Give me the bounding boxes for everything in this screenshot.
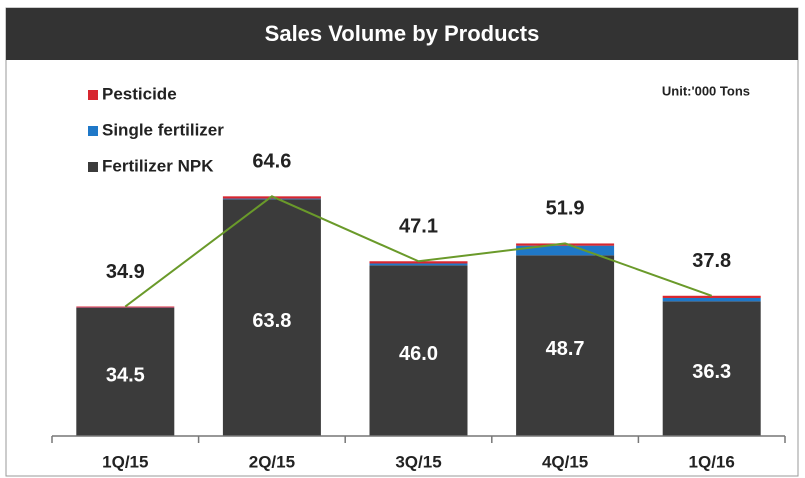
x-tick-label: 2Q/15 [249, 452, 295, 471]
bar-segment [516, 245, 615, 256]
bar-segment [369, 265, 468, 436]
total-label: 34.9 [106, 261, 145, 283]
bar-segment [222, 198, 321, 200]
total-label: 37.8 [692, 250, 731, 272]
total-line [124, 195, 713, 308]
bar-value-label: 63.8 [252, 310, 291, 332]
x-tick-label: 1Q/16 [689, 452, 735, 471]
bar-value-label: 48.7 [546, 338, 585, 360]
bar-segment [369, 263, 468, 266]
unit-label: Unit:'000 Tons [662, 83, 750, 98]
total-label: 47.1 [399, 216, 438, 238]
bar-segment [516, 255, 615, 436]
x-tick-label: 4Q/15 [542, 452, 588, 471]
legend-swatch [88, 126, 98, 136]
legend-label: Single fertilizer [102, 120, 224, 139]
bar-value-label: 46.0 [399, 343, 438, 365]
legend-swatch [88, 90, 98, 100]
bar-segment [222, 199, 321, 436]
bar-segment [662, 295, 761, 298]
total-label: 64.6 [252, 151, 291, 173]
chart-title: Sales Volume by Products [265, 21, 540, 46]
bar-segment [516, 243, 615, 246]
bar-segment [662, 301, 761, 436]
title-bar [6, 8, 798, 60]
bar-value-label: 34.5 [106, 364, 145, 386]
total-label: 51.9 [546, 198, 585, 220]
bar-segment [76, 308, 175, 436]
x-tick-label: 3Q/15 [395, 452, 441, 471]
bar-segment [369, 261, 468, 264]
bar-value-label: 36.3 [692, 361, 731, 383]
legend-label: Fertilizer NPK [102, 156, 214, 175]
legend-swatch [88, 162, 98, 172]
x-tick-label: 1Q/15 [102, 452, 148, 471]
bar-segment [662, 297, 761, 302]
legend-label: Pesticide [102, 84, 177, 103]
bar-segment [76, 306, 175, 308]
